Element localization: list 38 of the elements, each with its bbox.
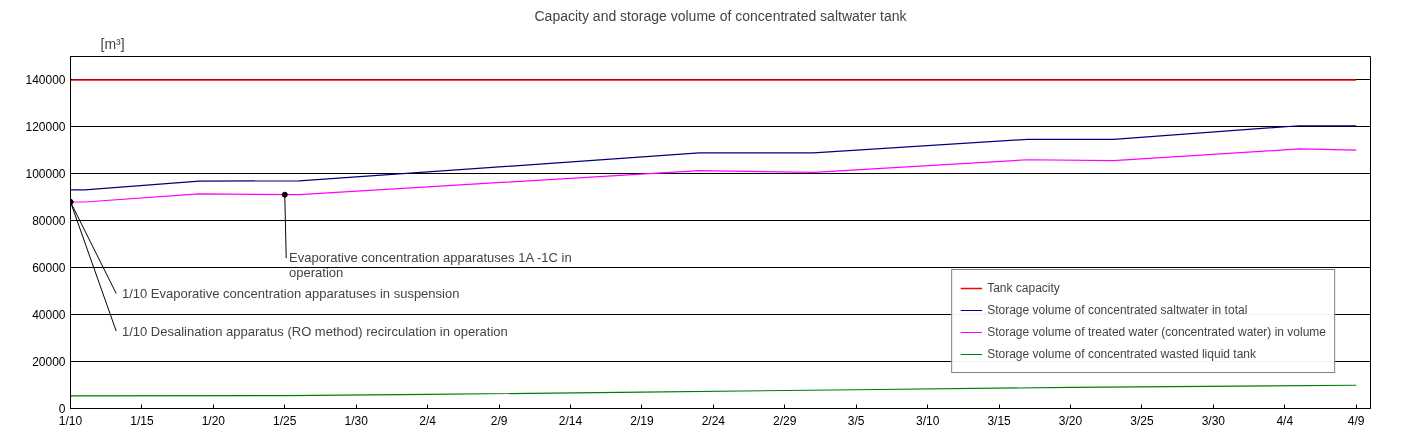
- y-tick-label: 60000: [32, 261, 66, 276]
- annotation: 1/10 Desalination apparatus (RO method) recirculation in operation: [121, 323, 508, 339]
- legend-label: Tank capacity: [987, 281, 1060, 295]
- y-tick-label: 0: [58, 402, 66, 416]
- y-axis-title: [m³]: [100, 35, 125, 52]
- x-tick-label: 1/20: [201, 413, 226, 428]
- x-tick-label: 3/30: [1201, 413, 1226, 428]
- x-tick-label: 2/9: [490, 413, 508, 428]
- y-tick-label: 20000: [32, 355, 66, 370]
- x-tick-label: 1/30: [344, 413, 369, 428]
- x-tick-label: 4/9: [1347, 413, 1365, 428]
- y-tick-label: 140000: [25, 73, 66, 88]
- x-tick-label: 1/10: [58, 413, 83, 428]
- y-tick-label: 100000: [25, 167, 66, 182]
- x-tick-label: 3/25: [1130, 413, 1154, 428]
- x-tick-label: 4/4: [1276, 413, 1294, 428]
- x-tick-label: 2/24: [701, 413, 726, 428]
- x-tick-label: 3/10: [915, 413, 940, 428]
- line-series: [70, 125, 1357, 191]
- legend-label: Storage volume of treated water (concentrated water) in volume: [987, 325, 1326, 339]
- x-tick-label: 1/15: [130, 413, 154, 428]
- legend-label: Storage volume of concentrated wasted liquid tank: [987, 347, 1256, 361]
- x-tick-label: 1/25: [273, 413, 297, 428]
- annotation: Evaporative concentration apparatuses 1A -1C in operation: [289, 250, 572, 281]
- y-tick-label: 80000: [32, 214, 66, 229]
- x-tick-label: 2/4: [419, 413, 437, 428]
- legend-label: Storage volume of concentrated saltwater in total: [987, 303, 1248, 317]
- x-tick-label: 2/19: [630, 413, 654, 428]
- chart-title: Capacity and storage volume of concentrated saltwater tank: [534, 7, 908, 24]
- annotation: 1/10 Evaporative concentration apparatuses in suspension: [121, 286, 460, 302]
- y-tick-label: 120000: [25, 120, 66, 135]
- x-tick-label: 3/20: [1058, 413, 1083, 428]
- x-tick-label: 3/15: [987, 413, 1012, 428]
- line-series: [70, 384, 1357, 397]
- x-tick-label: 3/5: [847, 413, 865, 428]
- x-tick-label: 2/29: [773, 413, 797, 428]
- y-tick-label: 40000: [32, 308, 66, 323]
- x-tick-label: 2/14: [558, 413, 583, 428]
